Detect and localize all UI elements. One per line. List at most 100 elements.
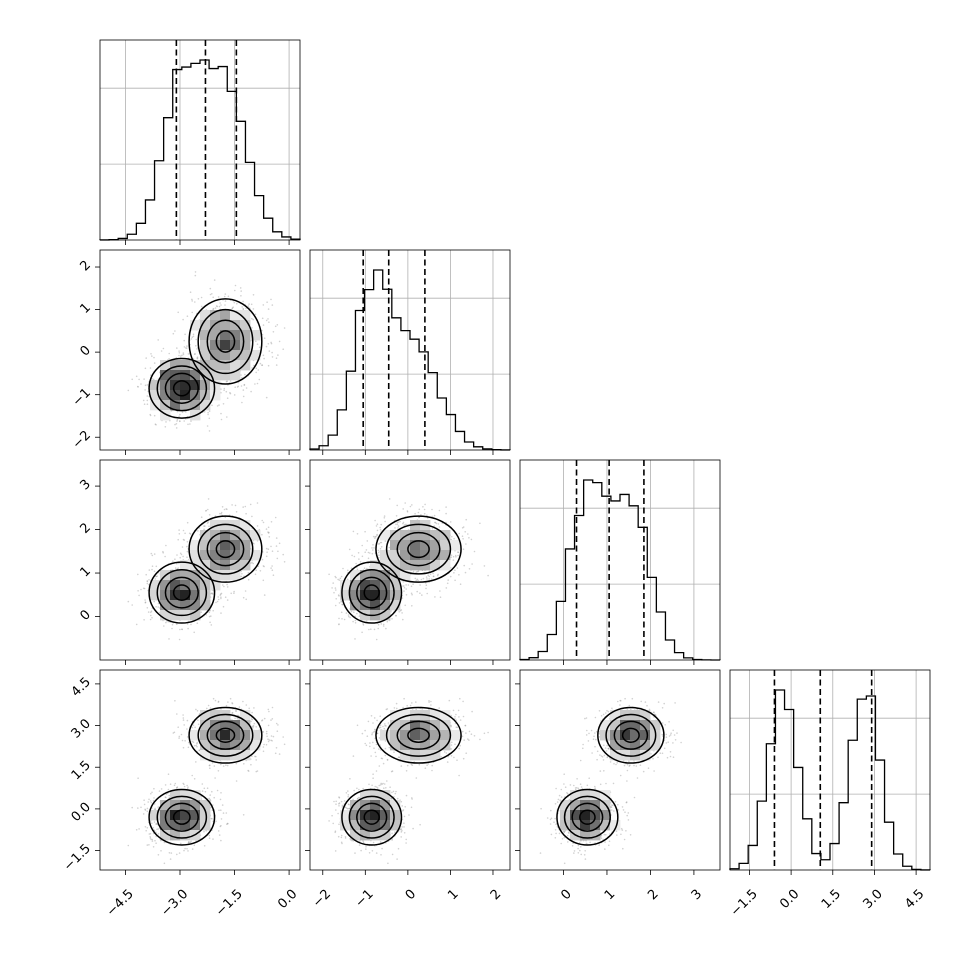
- histogram-step: [99, 59, 301, 241]
- scatter-points: [127, 271, 286, 432]
- axes-frame: [99, 249, 301, 451]
- x-tick-label: −2: [310, 887, 334, 911]
- contour-level-3: [197, 523, 254, 575]
- contour-level-1: [215, 540, 236, 559]
- contour-level-4: [341, 788, 403, 846]
- x-tick-label: −1: [352, 887, 376, 911]
- x-tick-label: 1: [445, 887, 461, 903]
- contour-level-2: [164, 576, 199, 609]
- contour-level-4: [597, 706, 665, 764]
- y-tick-label: 0: [77, 607, 93, 623]
- contour-level-3: [348, 795, 395, 839]
- contour-level-1: [172, 584, 191, 601]
- contour-level-4: [188, 515, 263, 583]
- hist-panel-3: [519, 459, 721, 665]
- axes-frame: [309, 459, 511, 661]
- contour-level-1: [215, 330, 236, 353]
- y-tick-label: 0.0: [69, 800, 94, 825]
- contour-level-2: [396, 720, 441, 750]
- x-tick-label: 0: [403, 887, 419, 903]
- scatter-points: [328, 697, 489, 865]
- x-tick-label: 0: [558, 887, 574, 903]
- y-tick-label: 2: [77, 258, 93, 274]
- contour-level-3: [385, 713, 452, 757]
- contour-level-4: [148, 788, 216, 846]
- x-tick-label: 2: [488, 887, 504, 903]
- contour-level-2: [396, 531, 441, 567]
- contour-level-2: [206, 531, 245, 567]
- x-tick-label: 1.5: [819, 887, 844, 912]
- scatter-points: [539, 697, 682, 865]
- contour-level-3: [605, 713, 657, 757]
- scatter-panel-2-1: [95, 249, 301, 455]
- y-tick-label: 2: [77, 520, 93, 536]
- x-tick-label: 0.0: [777, 887, 802, 912]
- axes-frame: [99, 669, 301, 871]
- y-tick-label: −1: [70, 385, 94, 409]
- contour-level-3: [385, 523, 452, 575]
- contour-level-2: [613, 720, 649, 750]
- x-tick-label: −3.0: [158, 887, 191, 920]
- contour-level-1: [363, 809, 380, 825]
- contour-level-1: [407, 727, 430, 743]
- contour-level-1: [172, 809, 191, 825]
- x-tick-label: 4.5: [902, 887, 927, 912]
- contour-level-4: [148, 561, 216, 624]
- contour-level-4: [188, 706, 263, 764]
- y-tick-label: 4.5: [69, 675, 94, 700]
- contour-level-1: [363, 584, 380, 601]
- contour-level-4: [556, 788, 619, 846]
- hist-panel-1: [99, 39, 301, 245]
- contour-level-3: [197, 713, 254, 757]
- contour-level-4: [375, 515, 462, 583]
- scatter-panel-4-1: [95, 669, 301, 875]
- x-tick-label: 3.0: [861, 887, 886, 912]
- contour-level-3: [348, 569, 395, 617]
- contour-level-4: [148, 357, 216, 419]
- contour-level-2: [356, 802, 388, 832]
- contour-level-2: [571, 802, 604, 832]
- scatter-points: [127, 498, 286, 641]
- contour-level-2: [164, 372, 199, 404]
- contour-level-2: [356, 576, 388, 609]
- x-tick-label: −4.5: [104, 887, 137, 920]
- contour-level-1: [621, 727, 640, 743]
- scatter-panel-3-1: [95, 459, 301, 665]
- axes-frame: [729, 669, 931, 871]
- y-tick-label: 1.5: [69, 758, 94, 783]
- axes-frame: [99, 39, 301, 241]
- contour-level-4: [188, 298, 263, 385]
- axes-frame: [519, 669, 721, 871]
- scatter-panel-4-3: [515, 669, 721, 875]
- x-tick-label: 0.0: [275, 887, 300, 912]
- y-tick-label: 1: [77, 300, 93, 316]
- contour-level-1: [579, 809, 596, 825]
- histogram-step: [729, 689, 931, 871]
- axes-frame: [309, 669, 511, 871]
- scatter-panel-4-2: [305, 669, 511, 875]
- x-tick-label: 1: [602, 887, 618, 903]
- y-tick-label: 0: [77, 343, 93, 359]
- axes-frame: [99, 459, 301, 661]
- histogram-step: [519, 479, 721, 661]
- contour-level-2: [206, 319, 245, 364]
- y-tick-label: 3.0: [69, 716, 94, 741]
- contour-level-2: [164, 802, 199, 832]
- x-tick-label: 2: [645, 887, 661, 903]
- contour-level-3: [156, 795, 208, 839]
- axes-frame: [309, 249, 511, 451]
- scatter-panel-3-2: [305, 459, 511, 665]
- contour-level-3: [197, 308, 254, 375]
- y-tick-label: −1.5: [61, 841, 94, 874]
- y-tick-label: 1: [77, 564, 93, 580]
- y-tick-label: −2: [70, 428, 94, 452]
- x-tick-label: 3: [689, 887, 705, 903]
- hist-panel-4: [729, 669, 931, 875]
- contour-level-1: [407, 540, 430, 559]
- contour-level-3: [156, 569, 208, 617]
- contour-level-1: [215, 727, 236, 743]
- histogram-step: [309, 269, 511, 451]
- contour-level-3: [563, 795, 611, 839]
- contour-level-2: [206, 720, 245, 750]
